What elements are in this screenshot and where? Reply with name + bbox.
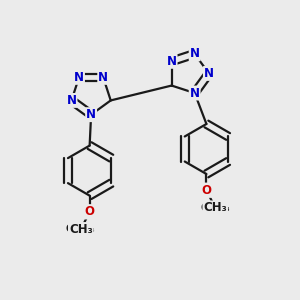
Text: N: N bbox=[204, 67, 214, 80]
Text: OCH₃: OCH₃ bbox=[200, 203, 230, 213]
Text: O: O bbox=[85, 205, 94, 218]
Text: N: N bbox=[190, 47, 200, 60]
Text: O: O bbox=[85, 205, 94, 218]
Text: N: N bbox=[167, 55, 177, 68]
Text: N: N bbox=[98, 71, 108, 84]
Text: CH₃: CH₃ bbox=[203, 201, 227, 214]
Text: N: N bbox=[190, 86, 200, 100]
Text: CH₃: CH₃ bbox=[69, 223, 93, 236]
Text: N: N bbox=[74, 71, 84, 84]
Text: N: N bbox=[67, 94, 76, 107]
Text: N: N bbox=[86, 108, 96, 121]
Text: OCH₃: OCH₃ bbox=[66, 224, 96, 235]
Text: O: O bbox=[201, 184, 212, 197]
Text: O: O bbox=[201, 184, 212, 197]
